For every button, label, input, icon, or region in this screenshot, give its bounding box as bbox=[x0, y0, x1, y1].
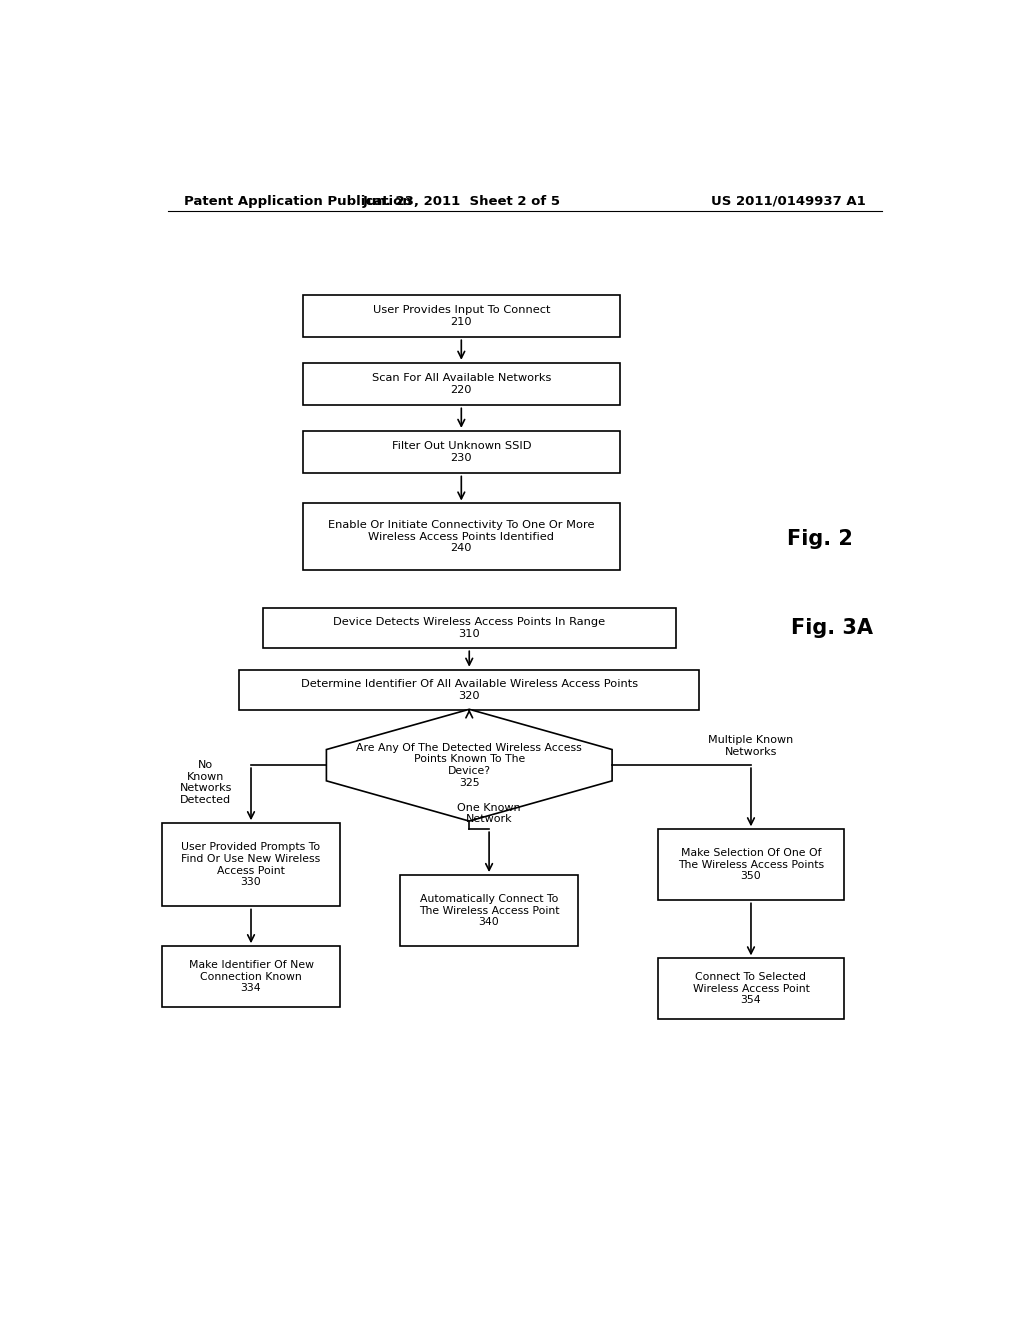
FancyBboxPatch shape bbox=[303, 363, 620, 405]
Text: Determine Identifier Of All Available Wireless Access Points
320: Determine Identifier Of All Available Wi… bbox=[301, 680, 638, 701]
Text: User Provided Prompts To
Find Or Use New Wireless
Access Point
330: User Provided Prompts To Find Or Use New… bbox=[181, 842, 321, 887]
Text: One Known
Network: One Known Network bbox=[458, 803, 521, 824]
Text: Scan For All Available Networks
220: Scan For All Available Networks 220 bbox=[372, 374, 551, 395]
Text: Multiple Known
Networks: Multiple Known Networks bbox=[709, 735, 794, 758]
Text: Patent Application Publication: Patent Application Publication bbox=[183, 194, 412, 207]
FancyBboxPatch shape bbox=[263, 607, 676, 648]
FancyBboxPatch shape bbox=[162, 946, 340, 1007]
Text: US 2011/0149937 A1: US 2011/0149937 A1 bbox=[712, 194, 866, 207]
Text: Are Any Of The Detected Wireless Access
Points Known To The
Device?
325: Are Any Of The Detected Wireless Access … bbox=[356, 743, 582, 788]
Text: Enable Or Initiate Connectivity To One Or More
Wireless Access Points Identified: Enable Or Initiate Connectivity To One O… bbox=[328, 520, 595, 553]
Polygon shape bbox=[327, 709, 612, 821]
Text: Connect To Selected
Wireless Access Point
354: Connect To Selected Wireless Access Poin… bbox=[692, 973, 809, 1006]
Text: Fig. 2: Fig. 2 bbox=[786, 528, 853, 549]
FancyBboxPatch shape bbox=[240, 669, 699, 710]
FancyBboxPatch shape bbox=[657, 958, 844, 1019]
Text: Fig. 3A: Fig. 3A bbox=[791, 618, 872, 638]
Text: User Provides Input To Connect
210: User Provides Input To Connect 210 bbox=[373, 305, 550, 327]
FancyBboxPatch shape bbox=[303, 503, 620, 569]
FancyBboxPatch shape bbox=[303, 294, 620, 338]
Text: No
Known
Networks
Detected: No Known Networks Detected bbox=[179, 760, 232, 805]
FancyBboxPatch shape bbox=[399, 875, 579, 946]
Text: Automatically Connect To
The Wireless Access Point
340: Automatically Connect To The Wireless Ac… bbox=[419, 894, 559, 927]
FancyBboxPatch shape bbox=[303, 430, 620, 474]
Text: Jun. 23, 2011  Sheet 2 of 5: Jun. 23, 2011 Sheet 2 of 5 bbox=[362, 194, 560, 207]
FancyBboxPatch shape bbox=[657, 829, 844, 900]
Text: Make Selection Of One Of
The Wireless Access Points
350: Make Selection Of One Of The Wireless Ac… bbox=[678, 849, 824, 882]
Text: Device Detects Wireless Access Points In Range
310: Device Detects Wireless Access Points In… bbox=[333, 618, 605, 639]
Text: Make Identifier Of New
Connection Known
334: Make Identifier Of New Connection Known … bbox=[188, 960, 313, 993]
FancyBboxPatch shape bbox=[162, 824, 340, 907]
Text: Filter Out Unknown SSID
230: Filter Out Unknown SSID 230 bbox=[391, 441, 531, 463]
